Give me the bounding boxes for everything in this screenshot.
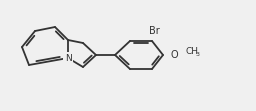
Text: O: O — [170, 50, 178, 60]
Text: Br: Br — [149, 26, 159, 36]
Text: N: N — [65, 54, 71, 62]
Text: 3: 3 — [196, 52, 200, 56]
Text: CH: CH — [185, 47, 198, 56]
